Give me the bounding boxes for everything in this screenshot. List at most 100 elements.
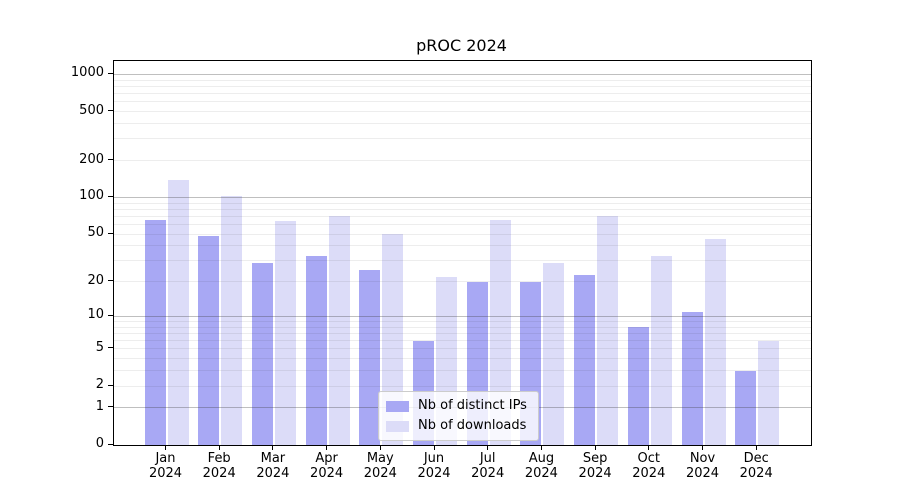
legend: Nb of distinct IPs Nb of downloads — [378, 391, 539, 441]
legend-item-distinct-ips: Nb of distinct IPs — [386, 398, 527, 414]
y-tick-1000 — [108, 72, 113, 74]
legend-swatch-downloads — [386, 420, 409, 432]
gridline-minor-400 — [114, 123, 811, 125]
y-tick-20 — [108, 280, 113, 282]
chart-title: pROC 2024 — [416, 36, 507, 55]
bar-nb-of-distinct-ips-jan — [144, 219, 166, 445]
gridline-minor-5 — [114, 348, 811, 350]
y-tick-5 — [108, 347, 113, 349]
y-tick-200 — [108, 159, 113, 161]
x-tick-label-apr: Apr 2024 — [310, 451, 344, 481]
y-tick-50 — [108, 232, 113, 234]
y-tick-0 — [108, 443, 113, 445]
y-tick-500 — [108, 110, 113, 112]
x-tick-nov — [702, 445, 703, 450]
bar-nb-of-downloads-mar — [274, 221, 296, 445]
gridline-minor-300 — [114, 138, 811, 140]
y-tick-label-100: 100 — [79, 188, 104, 204]
x-tick-may — [379, 445, 381, 450]
y-tick-1 — [108, 406, 113, 408]
y-tick-label-1000: 1000 — [70, 65, 104, 81]
bar-nb-of-downloads-feb — [221, 195, 243, 445]
bar-nb-of-downloads-jan — [167, 179, 189, 445]
gridline-minor-3 — [114, 370, 811, 372]
gridline-minor-90 — [114, 202, 811, 204]
gridline-minor-900 — [114, 79, 811, 81]
y-tick-label-5: 5 — [95, 339, 104, 355]
y-tick-label-0: 0 — [95, 436, 104, 451]
y-tick-10 — [108, 314, 113, 316]
bar-nb-of-downloads-jul — [489, 219, 511, 445]
bar-nb-of-downloads-nov — [704, 238, 726, 445]
x-tick-dec — [755, 445, 757, 450]
bar-nb-of-distinct-ips-may — [359, 270, 381, 445]
y-tick-label-20: 20 — [87, 272, 104, 288]
gridline-minor-80 — [114, 208, 811, 210]
y-tick-label-1: 1 — [95, 398, 104, 414]
y-tick-2 — [108, 384, 113, 386]
gridline-minor-40 — [114, 245, 811, 247]
x-tick-jan — [165, 445, 166, 450]
gridline-minor-4 — [114, 358, 811, 360]
x-tick-label-may: May 2024 — [363, 451, 397, 481]
x-tick-feb — [218, 445, 220, 450]
gridline-minor-700 — [114, 93, 811, 95]
gridline-minor-70 — [114, 215, 811, 217]
x-tick-label-nov: Nov 2024 — [685, 451, 720, 481]
x-tick-label-jun: Jun 2024 — [417, 451, 451, 481]
gridline-minor-2 — [114, 385, 811, 387]
y-tick-label-200: 200 — [79, 151, 104, 167]
x-tick-label-jul: Jul 2024 — [471, 451, 505, 481]
bar-nb-of-distinct-ips-dec — [735, 370, 757, 445]
legend-label-distinct-ips: Nb of distinct IPs — [418, 398, 527, 413]
gridline-major-100 — [114, 196, 811, 198]
gridline-minor-9 — [114, 321, 811, 322]
gridline-minor-600 — [114, 101, 811, 103]
gridline-minor-20 — [114, 281, 811, 283]
y-tick-label-10: 10 — [87, 307, 104, 323]
x-tick-label-sep: Sep 2024 — [578, 451, 612, 481]
x-tick-label-dec: Dec 2024 — [739, 451, 773, 481]
gridline-minor-200 — [114, 160, 811, 162]
bar-nb-of-distinct-ips-sep — [574, 274, 596, 445]
bar-nb-of-downloads-aug — [543, 262, 565, 445]
gridline-minor-60 — [114, 224, 811, 226]
y-tick-label-2: 2 — [95, 377, 104, 393]
gridline-major-1000 — [114, 73, 811, 75]
legend-item-downloads: Nb of downloads — [386, 418, 527, 434]
bar-nb-of-distinct-ips-nov — [681, 311, 703, 445]
x-tick-jun — [433, 445, 435, 450]
x-tick-aug — [540, 445, 542, 450]
x-tick-oct — [648, 445, 650, 450]
gridline-minor-800 — [114, 85, 811, 87]
bar-nb-of-downloads-sep — [597, 215, 619, 445]
bar-nb-of-downloads-apr — [328, 215, 350, 445]
bar-nb-of-distinct-ips-apr — [305, 255, 327, 445]
x-tick-label-aug: Aug 2024 — [524, 451, 558, 481]
bar-nb-of-downloads-dec — [758, 340, 780, 445]
gridline-minor-50 — [114, 233, 811, 235]
gridline-minor-30 — [114, 260, 811, 262]
bar-nb-of-distinct-ips-mar — [251, 262, 273, 445]
gridline-minor-500 — [114, 111, 811, 113]
x-tick-mar — [272, 445, 274, 450]
x-tick-label-jan: Jan 2024 — [148, 451, 183, 481]
bar-nb-of-distinct-ips-oct — [627, 327, 649, 445]
gridline-minor-8 — [114, 326, 811, 328]
bar-nb-of-distinct-ips-feb — [198, 236, 220, 445]
gridline-major-10 — [114, 315, 811, 317]
gridline-minor-7 — [114, 332, 811, 334]
y-tick-100 — [108, 195, 113, 197]
x-tick-apr — [326, 445, 328, 450]
x-tick-label-feb: Feb 2024 — [202, 451, 236, 481]
y-tick-label-500: 500 — [79, 102, 104, 118]
x-tick-label-oct: Oct 2024 — [632, 451, 666, 481]
x-tick-label-mar: Mar 2024 — [256, 451, 290, 481]
plot-area — [113, 60, 812, 446]
y-tick-label-50: 50 — [87, 225, 104, 241]
x-tick-jul — [487, 445, 489, 450]
bar-nb-of-downloads-oct — [650, 255, 672, 445]
x-tick-sep — [594, 445, 596, 450]
legend-swatch-distinct-ips — [386, 400, 409, 412]
